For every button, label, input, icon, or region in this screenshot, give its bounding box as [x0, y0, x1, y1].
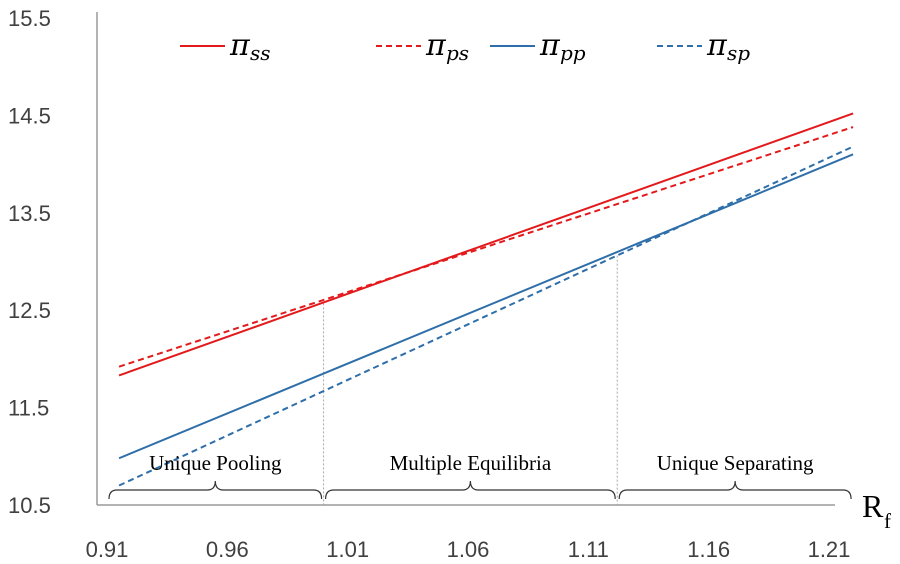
x-tick-label: 1.11: [568, 537, 609, 562]
x-tick-label: 0.96: [206, 537, 249, 562]
series-line-ss: [118, 112, 854, 377]
y-tick-label: 10.5: [8, 493, 51, 518]
y-tick-label: 11.5: [8, 396, 49, 421]
region-brace: [618, 480, 852, 500]
legend-label-subscript: pp: [560, 41, 586, 65]
y-tick-label: 14.5: [8, 103, 51, 128]
legend-label: π: [229, 28, 251, 63]
x-tick-label: 1.16: [687, 537, 730, 562]
region-braces: Unique Pooling Multiple Equilibria Unique …: [108, 451, 852, 500]
series-line-sp: [118, 145, 854, 487]
x-tick-label: 0.91: [86, 537, 129, 562]
legend-label-subscript: ps: [446, 41, 469, 65]
region-label: Multiple Equilibria: [390, 451, 552, 475]
legend-label-subscript: ss: [250, 41, 271, 65]
y-tick-label: 13.5: [8, 201, 51, 226]
y-tick-label: 15.5: [8, 6, 51, 31]
x-tick-label: 1.01: [326, 537, 369, 562]
axes: 10.5 11.5 12.5 13.5 14.5 15.5 0.91 0.96 1.01 1.06…: [8, 6, 891, 562]
series-line-pp: [118, 153, 854, 460]
region-label: Unique Separating: [657, 451, 814, 475]
legend-label: π: [539, 28, 561, 63]
legend-label: π: [425, 28, 447, 63]
legend: π ss π ps π pp π sp: [180, 28, 750, 65]
x-tick-label: 1.06: [447, 537, 490, 562]
x-axis-label: R: [862, 488, 884, 524]
series-line-ps: [118, 126, 854, 368]
legend-label: π: [706, 28, 728, 63]
region-brace: [325, 480, 616, 500]
x-tick-label: 1.21: [808, 537, 851, 562]
series-lines: [118, 112, 854, 487]
region-label: Unique Pooling: [149, 451, 282, 475]
region-brace: [108, 480, 323, 500]
threshold-guides: [323, 255, 618, 505]
y-tick-label: 12.5: [8, 298, 51, 323]
x-axis-label-subscript: f: [884, 509, 891, 533]
legend-label-subscript: sp: [727, 41, 750, 65]
